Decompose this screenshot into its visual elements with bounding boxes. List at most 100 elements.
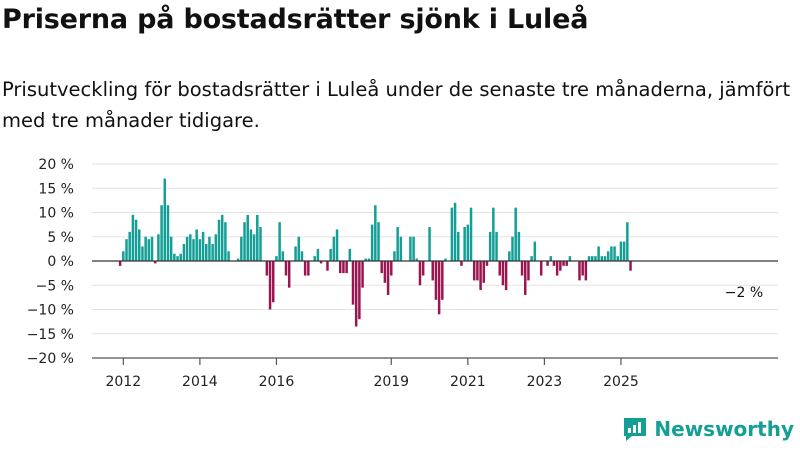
bar bbox=[364, 258, 367, 261]
y-tick-label: −5 % bbox=[36, 278, 74, 294]
bar bbox=[374, 205, 377, 261]
bar bbox=[396, 227, 399, 261]
bar bbox=[622, 241, 626, 261]
bar bbox=[138, 229, 141, 261]
bar bbox=[504, 261, 508, 291]
bar bbox=[176, 256, 179, 261]
bar bbox=[610, 246, 613, 261]
bar bbox=[488, 231, 492, 261]
bar bbox=[179, 253, 182, 261]
bar bbox=[160, 205, 163, 261]
bar bbox=[565, 261, 568, 266]
bar bbox=[562, 261, 565, 266]
bar bbox=[272, 261, 275, 303]
bar bbox=[587, 256, 591, 261]
bar bbox=[185, 236, 189, 261]
bar bbox=[380, 261, 383, 274]
bar bbox=[166, 205, 170, 261]
bar bbox=[584, 261, 588, 281]
bar bbox=[342, 261, 345, 274]
bar bbox=[287, 261, 291, 288]
bar bbox=[198, 239, 202, 261]
x-tick-label: 2016 bbox=[259, 374, 295, 390]
bar bbox=[367, 258, 371, 261]
bar bbox=[316, 248, 320, 262]
bar bbox=[466, 224, 470, 262]
bar bbox=[479, 261, 482, 291]
x-axis bbox=[92, 260, 778, 359]
bar bbox=[517, 231, 521, 261]
bar bbox=[539, 261, 543, 276]
bar bbox=[524, 261, 527, 295]
bar bbox=[597, 246, 600, 261]
bar bbox=[252, 234, 256, 261]
bar bbox=[600, 256, 604, 261]
bar bbox=[303, 261, 307, 276]
x-tick-label: 2023 bbox=[527, 374, 563, 390]
y-tick-label: 0 % bbox=[47, 254, 74, 270]
bar bbox=[256, 214, 259, 261]
bar bbox=[578, 261, 581, 281]
bar bbox=[189, 234, 192, 261]
bar bbox=[511, 236, 514, 261]
bar bbox=[386, 261, 390, 295]
bar bbox=[195, 229, 198, 261]
bar bbox=[265, 261, 269, 276]
bar bbox=[619, 241, 623, 261]
bar bbox=[307, 261, 310, 276]
bar bbox=[128, 231, 131, 261]
bar bbox=[629, 261, 632, 271]
bar bbox=[118, 261, 122, 266]
bar bbox=[326, 261, 329, 271]
bar bbox=[249, 229, 253, 261]
bar bbox=[147, 239, 151, 261]
bar bbox=[157, 234, 160, 261]
bar bbox=[549, 256, 553, 261]
brand-name: Newsworthy bbox=[654, 417, 794, 441]
bar bbox=[469, 207, 473, 261]
bar bbox=[153, 261, 157, 264]
bar bbox=[498, 261, 501, 276]
bar bbox=[243, 222, 246, 261]
bar bbox=[281, 251, 285, 261]
bar bbox=[472, 261, 476, 281]
bar bbox=[220, 214, 224, 261]
bar bbox=[552, 261, 556, 266]
bar bbox=[546, 261, 549, 266]
bar bbox=[476, 261, 479, 281]
bar bbox=[351, 261, 355, 305]
bar bbox=[453, 202, 457, 261]
bar bbox=[278, 222, 281, 261]
y-tick-label: −15 % bbox=[27, 327, 74, 343]
bar bbox=[399, 236, 403, 261]
bar bbox=[418, 261, 422, 286]
bar bbox=[227, 251, 230, 261]
bar bbox=[377, 222, 380, 261]
bar bbox=[390, 261, 393, 276]
bar bbox=[415, 258, 419, 261]
bar bbox=[201, 231, 205, 261]
bar bbox=[169, 236, 173, 261]
bar bbox=[434, 261, 438, 300]
x-tick-label: 2014 bbox=[182, 374, 218, 390]
bar bbox=[527, 261, 530, 281]
bar bbox=[555, 261, 559, 276]
bar bbox=[358, 261, 361, 320]
bar bbox=[530, 256, 533, 261]
bar bbox=[383, 261, 387, 283]
bar bbox=[370, 224, 374, 262]
bar bbox=[246, 214, 249, 261]
bar bbox=[335, 229, 339, 261]
y-axis-ticks: −20 % −15 % −10 % −5 % 0 % 5 % 10 % 15 % 20 % bbox=[27, 157, 74, 367]
bar bbox=[594, 256, 597, 261]
bar bbox=[259, 227, 262, 261]
brand-logo[interactable]: Newsworthy bbox=[622, 416, 794, 442]
bar bbox=[332, 236, 336, 261]
x-tick-label: 2012 bbox=[105, 374, 141, 390]
bar bbox=[182, 244, 186, 261]
chart-title: Priserna på bostadsrätter sjönk i Luleå bbox=[2, 4, 589, 35]
bar bbox=[428, 227, 431, 261]
bar bbox=[163, 178, 167, 261]
x-tick-label: 2021 bbox=[450, 374, 486, 390]
